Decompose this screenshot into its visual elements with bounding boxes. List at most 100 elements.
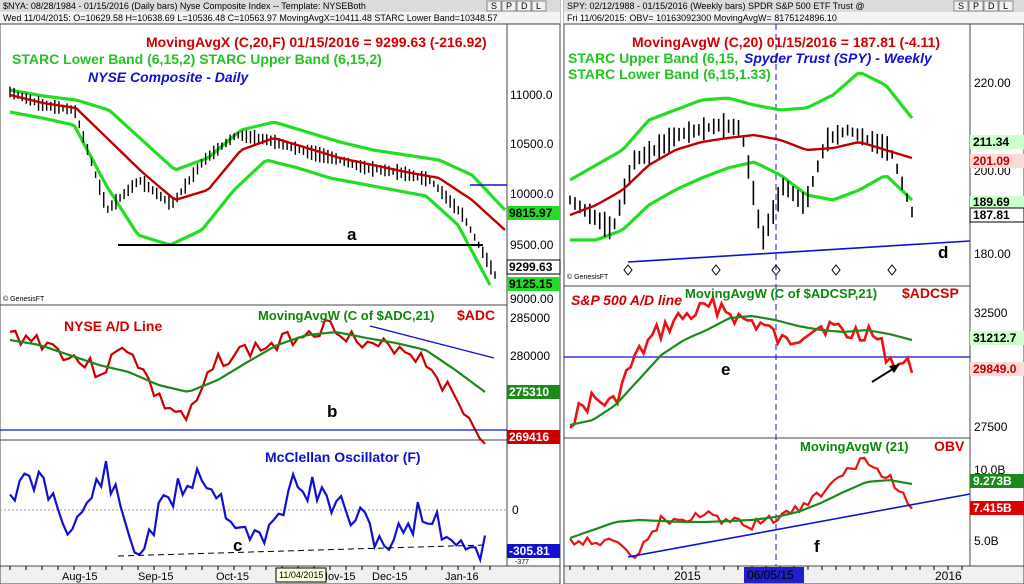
right-x-tick-2016: 2016 (935, 569, 962, 583)
tab-p-label: P (506, 1, 512, 11)
right-starc-upper-line (569, 71, 914, 182)
left-annotation-a: a (347, 225, 357, 244)
tab-d-label: D (521, 1, 528, 11)
left-osc-tag (507, 544, 560, 558)
right-obv-ma-tag (970, 474, 1024, 488)
left-ad-symbol: $ADC (457, 307, 495, 323)
right-obv-line (569, 456, 913, 560)
left-x-cursor-box[interactable] (275, 567, 327, 583)
left-ad-line (9, 318, 486, 445)
left-chart-title: NYSE Composite - Daily (88, 69, 249, 85)
event-marker-icon (711, 264, 721, 276)
tab-l[interactable] (531, 0, 547, 12)
left-osc-tick-0: 0 (512, 503, 519, 517)
right-ad-symbol: $ADCSP (902, 285, 959, 301)
right-price-bars (569, 113, 913, 250)
right-event-markers (623, 264, 897, 276)
left-x-tick-oct: Oct-15 (216, 571, 249, 583)
left-osc-trendline (117, 544, 486, 557)
right-obv-panel (563, 437, 971, 567)
right-tab-l[interactable] (998, 0, 1014, 12)
left-close-value: 9299.63 (509, 260, 553, 274)
right-tab-p[interactable] (968, 0, 984, 12)
right-ma-label: MovingAvgW (C,20) 01/15/2016 = 187.81 (-… (632, 34, 940, 50)
left-lower-band-value: 9125.15 (509, 277, 553, 291)
right-starc-upper-label: STARC Upper Band (6,15, (568, 50, 738, 66)
right-price-tick-180: 180.00 (974, 247, 1011, 261)
left-ad-ma-tag (507, 385, 560, 399)
right-obv-line-tag (970, 501, 1024, 515)
tab-d[interactable] (516, 0, 532, 12)
right-ad-ma-tag (970, 331, 1024, 345)
left-title-bar (0, 0, 560, 12)
left-price-panel (0, 23, 508, 306)
right-obv-ma-value: 9.273B (973, 474, 1012, 488)
right-obv-moving-average (569, 479, 913, 540)
right-tab-s-label: S (958, 1, 964, 11)
right-tab-p-label: P (973, 1, 979, 11)
left-osc-line (9, 460, 487, 564)
left-x-tick-aug: Aug-15 (62, 571, 97, 583)
right-upper-band-value: 211.34 (973, 135, 1009, 149)
left-osc-title: McClellan Oscillator (F) (265, 449, 421, 465)
tab-p[interactable] (501, 0, 517, 12)
right-chart-window: SPY: 02/12/1988 - 01/15/2016 (Weekly bar… (563, 0, 1024, 584)
right-ad-line-value: 29849.0 (973, 362, 1017, 376)
event-marker-icon (771, 264, 781, 276)
right-ma-tag (970, 154, 1024, 168)
right-annotation-f: f (814, 537, 820, 556)
left-price-tick-11000: 11000.0 (510, 88, 553, 102)
right-lower-band-value: 189.69 (973, 195, 1010, 209)
right-ad-ma-value: 31212.7 (973, 331, 1017, 345)
left-header-text: $NYA: 08/28/1984 - 01/15/2016 (Daily bar… (3, 1, 366, 11)
left-ohlc-bar (0, 12, 560, 24)
left-moving-average-line (9, 93, 506, 231)
right-ohlc-bar (564, 12, 1024, 24)
right-ma-value: 201.09 (973, 154, 1010, 168)
right-upper-band-tag (970, 135, 1024, 149)
left-ad-line-value: 269416 (509, 430, 549, 444)
right-arrow-head-icon (889, 364, 900, 373)
left-ad-panel (0, 304, 508, 441)
right-ad-ma-label: MovingAvgW (C of $ADCSP,21) (685, 286, 877, 301)
right-ad-moving-average (569, 314, 913, 427)
left-ad-ma-label: MovingAvgW (C of $ADC,21) (258, 308, 434, 323)
left-ma-label: MovingAvgX (C,20,F) 01/15/2016 = 9299.63… (146, 34, 487, 50)
left-ad-title: NYSE A/D Line (64, 318, 162, 334)
right-ohlc-text: Fri 11/06/2015: OBV= 10163092300 MovingA… (567, 13, 837, 23)
right-tab-d[interactable] (983, 0, 999, 12)
right-obv-tick-5b: 5.0B (974, 534, 999, 548)
right-tab-d-label: D (988, 1, 995, 11)
left-x-ticks (9, 566, 491, 570)
left-x-cursor-label: 11/04/2015 (279, 570, 323, 580)
right-starc-lower-label: STARC Lower Band (6,15,1.33) (568, 66, 771, 82)
left-upper-band-value: 9815.97 (509, 206, 553, 220)
right-tab-l-label: L (1003, 1, 1008, 11)
right-close-value: 187.81 (973, 208, 1010, 222)
left-starc-label: STARC Lower Band (6,15,2) STARC Upper Ba… (12, 51, 382, 67)
left-lower-band-tag (507, 277, 560, 291)
right-obv-line-value: 7.415B (973, 501, 1012, 515)
tab-s-label: S (491, 1, 497, 11)
left-x-tick-nov: Nov-15 (320, 571, 355, 583)
right-obv-tick-10b: 10.0B (974, 463, 1005, 477)
right-header-text: SPY: 02/12/1988 - 01/15/2016 (Weekly bar… (567, 1, 864, 11)
right-price-tick-220: 220.00 (974, 76, 1011, 90)
right-x-cursor-box[interactable] (744, 567, 804, 583)
right-close-tag (969, 207, 1024, 223)
right-moving-average-line (569, 133, 913, 217)
right-obv-title: OBV (934, 438, 965, 454)
right-support-trendline (627, 240, 971, 263)
right-tab-s[interactable] (953, 0, 969, 12)
right-ad-tick-27500: 27500 (974, 420, 1008, 434)
left-toolbar-tabs: S P D L (486, 0, 547, 12)
left-osc-marker: -377 (515, 559, 529, 566)
right-ad-title: S&P 500 A/D line (571, 292, 682, 308)
left-close-tag (506, 259, 561, 275)
right-obv-ma-label: MovingAvgW (21) (800, 439, 909, 454)
right-ad-line-tag (970, 362, 1024, 376)
right-toolbar-tabs: S P D L (953, 0, 1014, 12)
left-osc-value: -305.81 (509, 544, 550, 558)
tab-s[interactable] (486, 0, 502, 12)
